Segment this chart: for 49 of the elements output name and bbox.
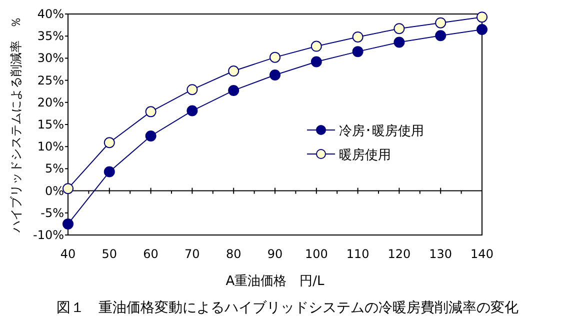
x-tick-label: 140 — [470, 247, 494, 261]
x-axis-title: A重油価格 円/L — [226, 274, 326, 289]
y-tick-label: 15% — [37, 118, 64, 132]
point — [270, 52, 280, 63]
y-tick-label: 40% — [37, 7, 64, 21]
text: 図１ 重油価格変動によるハイブリッドシステムの冷暖房費削減率の変化 — [56, 300, 518, 316]
x-tick-label: 40 — [60, 247, 76, 261]
point — [228, 66, 240, 77]
y-axis-title: ハイブリッドシステムによる削減率 ％ — [9, 16, 23, 234]
y-tick-label: 25% — [37, 73, 64, 88]
point — [186, 105, 198, 116]
point — [435, 30, 446, 42]
point — [394, 23, 405, 34]
y-tick-label: 35% — [37, 29, 64, 44]
point — [228, 84, 240, 96]
point — [104, 166, 115, 178]
point — [352, 46, 364, 58]
point — [310, 56, 322, 68]
point — [270, 69, 280, 80]
x-tick-label: 100 — [304, 247, 328, 261]
point — [62, 183, 74, 194]
y-tick-label: 30% — [37, 51, 64, 66]
point — [145, 130, 156, 142]
point — [62, 218, 74, 230]
point — [476, 12, 488, 23]
y-tick-label: -10% — [32, 228, 64, 242]
x-tick-label: 70 — [184, 247, 200, 261]
point — [352, 31, 364, 42]
legend-label: 冷房･暖房使用 — [339, 123, 424, 139]
point — [310, 40, 322, 52]
point — [476, 24, 488, 35]
point — [145, 106, 156, 118]
y-tick-label: 5% — [44, 162, 64, 176]
x-tick-label: 80 — [226, 247, 242, 261]
point — [186, 84, 198, 96]
y-tick-label: 10% — [37, 140, 64, 154]
x-tick-label: 50 — [102, 247, 118, 261]
x-tick-label: 130 — [429, 247, 452, 261]
legend-label: 暖房使用 — [339, 147, 391, 163]
y-tick-label: -5% — [40, 206, 64, 220]
point — [104, 137, 115, 148]
x-tick-label: 120 — [388, 247, 411, 261]
y-tick-label: 0% — [44, 184, 64, 198]
x-tick-label: 90 — [267, 247, 283, 261]
point — [394, 36, 405, 48]
y-tick-label: 20% — [37, 95, 64, 110]
point — [435, 17, 446, 28]
x-tick-label: 110 — [346, 247, 370, 261]
x-tick-label: 60 — [143, 247, 158, 261]
